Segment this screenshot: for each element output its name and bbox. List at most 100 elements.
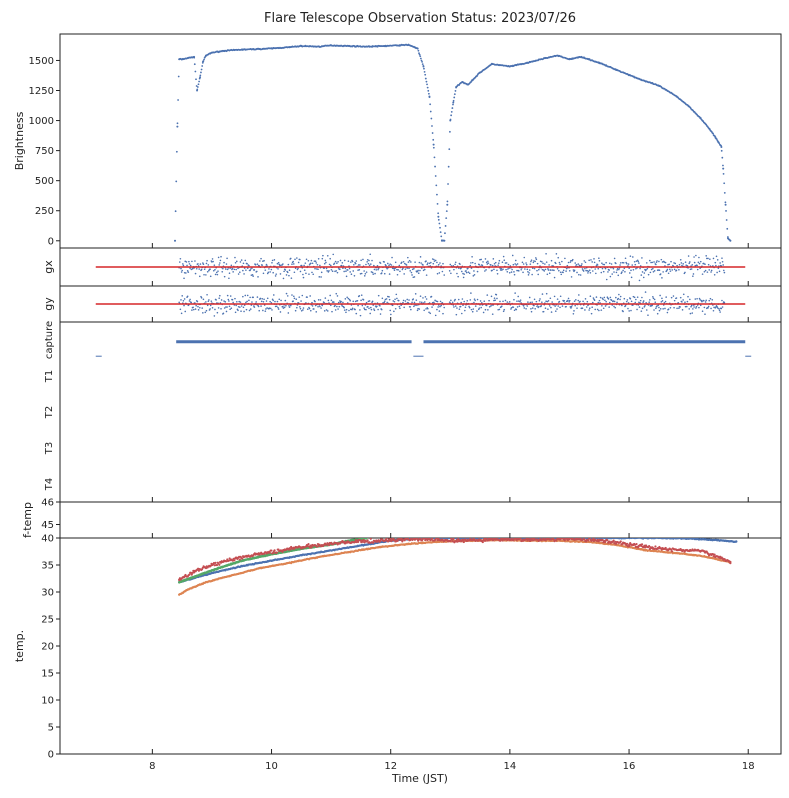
data-point xyxy=(655,263,657,266)
data-point xyxy=(332,253,335,256)
data-point xyxy=(350,261,352,263)
data-point xyxy=(223,261,225,264)
data-point xyxy=(345,270,347,272)
data-point xyxy=(572,312,575,315)
data-point xyxy=(490,295,493,298)
data-point xyxy=(597,301,600,304)
data-point xyxy=(431,306,433,308)
data-point xyxy=(659,308,662,310)
data-point xyxy=(377,294,380,297)
data-point xyxy=(476,270,479,273)
data-point xyxy=(193,55,196,58)
data-point xyxy=(515,264,518,266)
data-point xyxy=(360,294,363,296)
data-point xyxy=(211,258,214,260)
data-point xyxy=(277,308,280,310)
data-point xyxy=(591,261,593,263)
data-point xyxy=(260,305,262,307)
data-point xyxy=(411,274,413,276)
y-tick-label: 46 xyxy=(41,498,54,509)
data-point xyxy=(370,271,373,273)
data-point xyxy=(544,57,547,60)
data-point xyxy=(542,310,545,313)
data-point xyxy=(641,307,644,310)
data-point xyxy=(214,308,216,311)
data-point xyxy=(687,255,690,257)
data-point xyxy=(678,307,680,310)
data-point xyxy=(567,297,570,300)
data-point xyxy=(681,301,683,303)
data-point xyxy=(646,267,649,270)
data-point xyxy=(258,309,261,312)
x-tick-label: 10 xyxy=(265,761,278,772)
data-point xyxy=(266,272,269,275)
data-point xyxy=(414,261,416,263)
data-point xyxy=(262,301,265,303)
data-point xyxy=(365,538,368,539)
data-point xyxy=(417,272,420,274)
data-point xyxy=(277,261,280,264)
data-point xyxy=(503,308,506,311)
data-point xyxy=(639,267,641,270)
data-point xyxy=(205,301,207,303)
data-point xyxy=(571,258,574,261)
data-point xyxy=(439,231,442,234)
data-point xyxy=(357,269,359,271)
data-point xyxy=(715,306,717,308)
data-point xyxy=(717,539,720,542)
data-point xyxy=(299,270,302,273)
data-point xyxy=(581,268,584,270)
data-point xyxy=(595,272,597,275)
data-point xyxy=(535,300,538,303)
data-point xyxy=(200,268,203,271)
data-point xyxy=(583,260,586,262)
data-point xyxy=(649,271,652,274)
data-point xyxy=(439,262,441,264)
data-point xyxy=(285,292,288,295)
data-point xyxy=(300,554,303,557)
data-point xyxy=(394,307,397,310)
data-point xyxy=(213,315,216,317)
data-point xyxy=(228,305,231,308)
data-point xyxy=(396,273,399,276)
data-point xyxy=(608,262,611,265)
data-point xyxy=(561,260,563,263)
data-point xyxy=(175,180,178,183)
data-point xyxy=(486,263,489,265)
data-point xyxy=(419,57,422,60)
data-point xyxy=(365,45,368,48)
data-point xyxy=(662,308,664,310)
data-point xyxy=(616,69,619,72)
data-point xyxy=(663,301,666,304)
data-point xyxy=(437,215,440,218)
data-point xyxy=(277,268,279,270)
data-point xyxy=(531,273,533,276)
data-point xyxy=(699,304,702,307)
data-point xyxy=(523,307,526,309)
data-point xyxy=(212,269,215,272)
data-point xyxy=(675,95,678,98)
data-point xyxy=(653,309,655,311)
data-point xyxy=(459,263,461,265)
data-point xyxy=(413,276,416,278)
data-point xyxy=(594,308,597,311)
data-point xyxy=(601,267,604,270)
data-point xyxy=(691,264,694,266)
data-point xyxy=(507,263,510,266)
data-point xyxy=(185,272,187,274)
data-point xyxy=(558,261,561,264)
data-point xyxy=(203,268,206,271)
data-point xyxy=(251,301,253,303)
data-point xyxy=(253,269,256,271)
data-point xyxy=(195,304,197,307)
data-point xyxy=(636,259,639,262)
data-point xyxy=(580,55,583,58)
data-point xyxy=(283,270,285,273)
data-point xyxy=(387,262,389,265)
data-point xyxy=(512,306,515,308)
data-point xyxy=(673,262,675,264)
data-point xyxy=(503,259,506,262)
data-point xyxy=(705,299,707,302)
data-point xyxy=(656,260,658,262)
data-point xyxy=(709,297,712,300)
